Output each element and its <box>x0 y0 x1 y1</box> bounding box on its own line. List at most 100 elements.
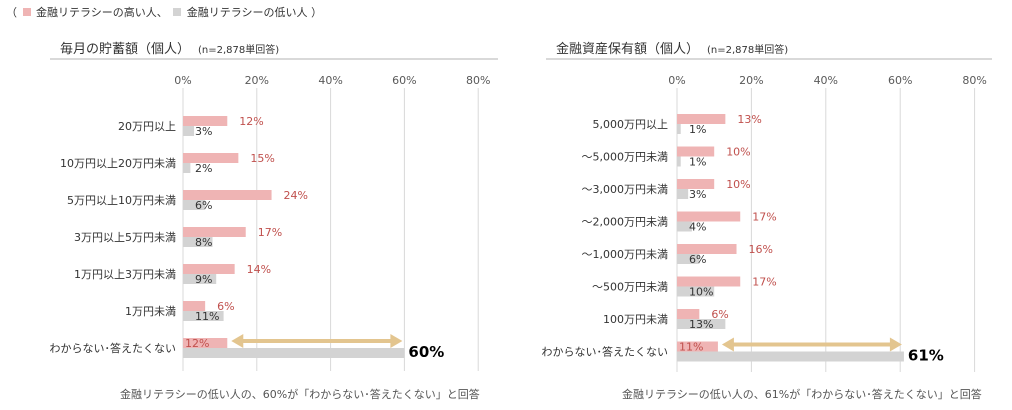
tick-label: 20% <box>739 74 763 87</box>
bar-high <box>183 227 246 237</box>
chart-legend: （ 金融リテラシーの高い人、 金融リテラシーの低い人 ） <box>6 4 322 20</box>
category-label: 100万円未満 <box>603 313 668 326</box>
bar-high <box>677 211 741 222</box>
bar-high <box>183 264 235 274</box>
data-label-low: 2% <box>195 162 212 175</box>
data-label-low: 10% <box>689 286 713 299</box>
tick-label: 0% <box>174 74 191 87</box>
data-label-low: 13% <box>689 318 713 331</box>
category-label: ～1,000万円未満 <box>582 248 669 261</box>
arrow-head-left <box>721 337 734 352</box>
bar-high <box>677 276 741 287</box>
data-label-low: 9% <box>195 273 212 286</box>
category-label: 1万円未満 <box>125 305 176 318</box>
category-label: 5万円以上10万円未満 <box>67 194 176 207</box>
data-label-high: 12% <box>185 337 209 350</box>
bar-high <box>677 114 726 124</box>
category-label: ～2,000万円未満 <box>582 216 669 229</box>
left-footnote: 金融リテラシーの低い人の、60%が「わからない･答えたくない」と回答 <box>120 388 480 401</box>
tick-label: 60% <box>888 74 912 87</box>
legend-high-swatch <box>22 8 31 16</box>
bar-low <box>677 319 726 329</box>
category-label: 5,000万円以上 <box>593 118 669 131</box>
tick-label: 40% <box>318 74 342 87</box>
highlight-value: 60% <box>408 343 444 361</box>
category-label: 10万円以上20万円未満 <box>60 157 176 170</box>
data-label-high: 11% <box>679 341 703 354</box>
bar-high <box>677 341 718 352</box>
right-title-rule <box>546 58 992 60</box>
left-chart-note: (n=2,878単回答) <box>198 45 280 56</box>
data-label-low: 6% <box>689 253 706 266</box>
arrow-head-right <box>889 337 902 352</box>
legend-high-label: 金融リテラシーの高い人、 <box>36 6 168 19</box>
category-label: わからない･答えたくない <box>50 341 177 355</box>
bar-low <box>677 156 681 167</box>
bar-high <box>183 301 206 311</box>
data-label-high: 6% <box>217 300 234 313</box>
data-label-high: 6% <box>711 308 728 321</box>
bar-low <box>183 348 405 358</box>
bar-high <box>183 116 228 126</box>
data-label-low: 1% <box>689 123 706 136</box>
category-label: ～500万円未満 <box>592 281 668 294</box>
right-chart-title: 金融資産保有額（個人） (n=2,878単回答) <box>556 38 788 57</box>
tick-label: 80% <box>466 74 490 87</box>
legend-low-label: 金融リテラシーの低い人 <box>186 6 308 19</box>
bar-low <box>183 126 195 136</box>
right-bar-chart: 0% 20% 40% 60% 80% 5,000万円以上 13% 1% ～5,000万円未満 10… <box>542 74 987 372</box>
tick-label: 0% <box>668 74 685 87</box>
arrow-head-left <box>231 334 244 348</box>
bar-low <box>677 286 715 297</box>
category-label: わからない･答えたくない <box>542 345 669 359</box>
data-label-high: 12% <box>239 115 263 128</box>
bar-low <box>677 254 700 264</box>
bar-low <box>677 189 689 199</box>
left-bar-chart: 0% 20% 40% 60% 80% 20万円以上 12% 3% 10万円以上20万円未満 15%… <box>50 74 490 371</box>
left-chart-title: 毎月の貯蓄額（個人） (n=2,878単回答) <box>60 38 279 57</box>
data-label-low: 11% <box>195 310 219 323</box>
right-chart-title-text: 金融資産保有額（個人） <box>556 42 700 57</box>
data-label-low: 3% <box>195 125 212 138</box>
data-label-high: 10% <box>726 178 750 191</box>
tick-label: 60% <box>392 74 416 87</box>
data-label-high: 15% <box>250 152 274 165</box>
bar-low <box>677 221 692 232</box>
tick-label: 80% <box>962 74 986 87</box>
data-label-high: 14% <box>247 263 271 276</box>
data-label-high: 24% <box>284 189 308 202</box>
legend-close: ） <box>311 6 323 19</box>
tick-label: 20% <box>245 74 269 87</box>
bar-low <box>183 237 213 247</box>
data-label-high: 17% <box>752 276 776 289</box>
data-label-high: 17% <box>258 226 282 239</box>
bar-high <box>183 190 272 200</box>
bar-high <box>677 309 700 319</box>
right-chart-note: (n=2,878単回答) <box>707 45 789 56</box>
tick-label: 40% <box>814 74 838 87</box>
arrow-head-right <box>390 334 403 348</box>
bar-high <box>183 153 239 163</box>
category-label: 1万円以上3万円未満 <box>74 268 176 281</box>
data-label-low: 8% <box>195 236 212 249</box>
bar-high <box>183 338 228 348</box>
right-footnote: 金融リテラシーの低い人の、61%が「わからない･答えたくない」と回答 <box>622 388 982 401</box>
bar-low <box>183 163 191 173</box>
left-title-rule <box>50 58 498 60</box>
data-label-high: 13% <box>737 113 761 126</box>
highlight-value: 61% <box>908 347 944 365</box>
category-label: 20万円以上 <box>118 120 176 133</box>
data-label-low: 6% <box>195 199 212 212</box>
bar-high <box>677 244 737 254</box>
data-label-high: 17% <box>752 211 776 224</box>
bar-high <box>677 179 715 189</box>
data-label-high: 16% <box>749 243 773 256</box>
bar-high <box>677 146 715 157</box>
data-label-low: 4% <box>689 221 706 234</box>
bar-low <box>183 274 217 284</box>
data-label-low: 1% <box>689 156 706 169</box>
data-label-high: 10% <box>726 146 750 159</box>
bar-low <box>183 311 224 321</box>
bar-low <box>677 351 904 362</box>
data-label-low: 3% <box>689 188 706 201</box>
